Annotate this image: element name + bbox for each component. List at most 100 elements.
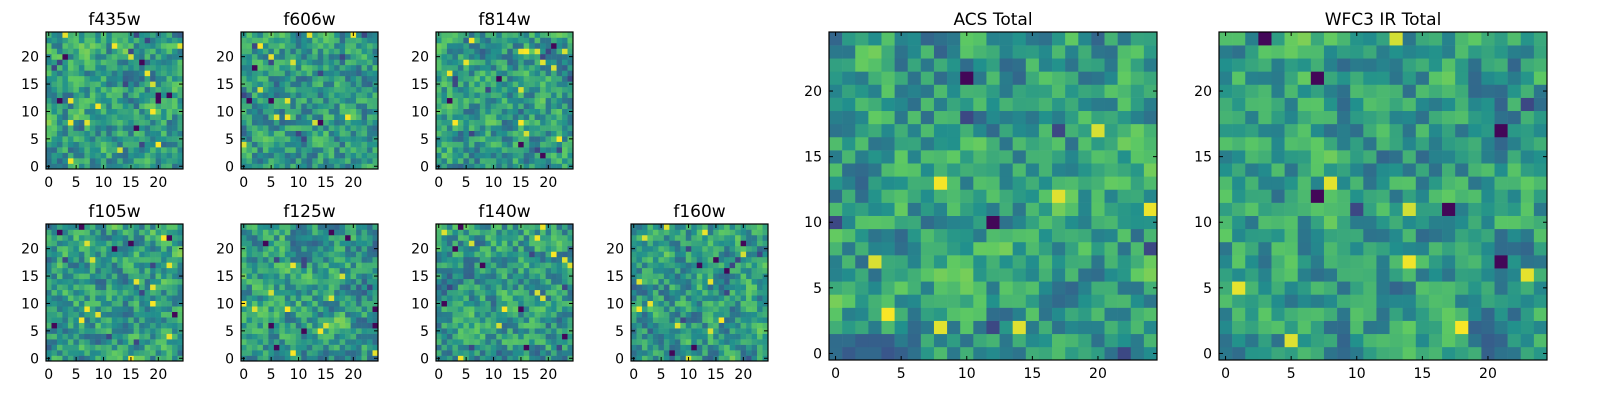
heatmap-cell [933,163,948,177]
heatmap-cell [1052,202,1066,216]
heatmap-cell [474,152,481,159]
heatmap-cell [89,59,96,66]
heatmap-cell [361,278,368,285]
heatmap-cell [490,141,497,148]
heatmap-cell [306,295,313,302]
heatmap-cell [1065,268,1079,282]
heatmap-cell [361,103,368,110]
heatmap-cell [51,42,58,49]
heatmap-cell [144,350,151,356]
heatmap-cell [751,234,758,241]
heatmap-cell [62,53,69,60]
heatmap-cell [312,48,319,55]
heatmap-cell [345,295,351,302]
y-tick-label: 10 [216,104,234,120]
heatmap-cell [485,251,492,258]
heatmap-cell [523,350,530,356]
heatmap-cell [518,92,524,99]
heatmap-cell [117,267,124,274]
heatmap-cell [268,262,275,269]
heatmap-cell [95,234,102,241]
heatmap-cell [436,262,442,269]
heatmap-cell [457,86,464,93]
heatmap-cell [128,311,134,318]
heatmap-cell [474,273,481,280]
heatmap-cell [1012,268,1027,282]
heatmap-cell [868,307,882,321]
heatmap-cell [518,344,524,351]
heatmap-cell [496,355,503,362]
heatmap-cells [46,224,184,362]
heatmap-cell [1038,189,1053,203]
heatmap-cell [246,103,253,110]
heatmap-cell [100,278,107,285]
heatmap-cell [367,81,373,88]
heatmap-cell [740,262,747,269]
heatmap-cell [534,53,541,60]
heatmap-cell [251,251,258,258]
heatmap-cell [507,141,514,148]
heatmap-cell [485,355,492,362]
heatmap-cell [306,136,313,142]
heatmap-cell [139,344,145,351]
heatmap-cell [56,97,63,104]
heatmap-cell [485,70,492,77]
heatmap-cell [122,32,129,38]
heatmap-cell [729,333,736,340]
heatmap-cell [757,240,763,247]
heatmap-cell [551,64,557,71]
heatmap-cell [306,289,313,296]
heatmap-cell [685,306,692,312]
heatmap-cell [724,311,730,318]
heatmap-cell [729,350,736,356]
heatmap-cell [551,81,557,88]
heatmap-cell [551,240,557,247]
heatmap-cell [468,267,475,274]
heatmap-cell [161,322,167,329]
heatmap-cell [658,322,665,329]
heatmap-cell [139,147,145,153]
heatmap-cell [279,163,286,170]
heatmap-cell [84,234,91,241]
heatmap-cell [273,295,280,302]
heatmap-cell [268,53,275,60]
heatmap-cell [56,163,63,170]
heatmap-cell [312,125,319,131]
heatmap-cell [545,152,552,159]
heatmap-cell [46,289,52,296]
heatmap-cell [707,267,714,274]
heatmap-cell [680,306,687,312]
heatmap-cell [312,350,319,356]
heatmap-cell [161,333,167,340]
heatmap-cell [166,278,173,285]
heatmap-cell [273,37,280,44]
heatmap-cell [512,163,519,170]
heatmap-cell [562,163,568,170]
heatmap-cell [545,306,552,312]
heatmap-cell [144,141,151,148]
heatmap-cell [161,147,167,153]
y-tick-label: 10 [606,296,624,312]
heatmap-cell [317,284,324,291]
heatmap-cell [567,130,574,137]
heatmap-cell [67,70,74,77]
heatmap-cell [641,306,648,312]
heatmap-cell [334,311,340,318]
heatmap-cell [680,245,687,252]
heatmap-cell [361,119,368,126]
heatmap-cell [144,333,151,340]
heatmap-cell [301,119,308,126]
heatmap-cell [457,333,464,340]
heatmap-cell [696,262,703,269]
heatmap-cell [518,147,524,153]
panel-title: f606w [283,10,335,30]
heatmap-cell [241,229,247,236]
heatmap-cell [718,333,725,340]
heatmap-cell [842,346,856,361]
heatmap-cell [172,224,178,230]
heatmap-cell [317,86,324,93]
heatmap-cell [485,92,492,99]
heatmap-cell [367,295,373,302]
heatmap-cell [128,344,134,351]
heatmap-cell [257,158,264,164]
